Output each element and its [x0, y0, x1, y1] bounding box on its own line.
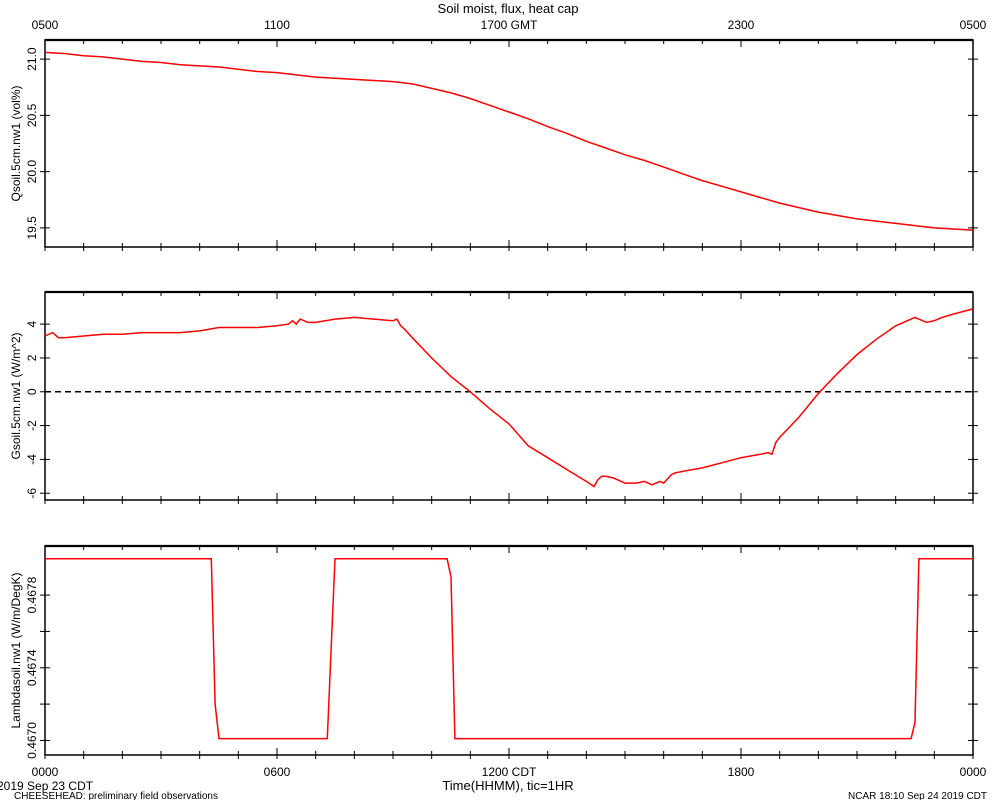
bottom-tick-label: 0000 — [960, 765, 987, 779]
y-axis-label: Qsoil.5cm.nw1 (vol%) — [9, 85, 23, 201]
y-axis-label: Gsoil.5cm.nw1 (W/m^2) — [9, 333, 23, 460]
y-tick-label: 0.4670 — [25, 722, 39, 759]
x-axis-label: Time(HHMM), tic=1HR — [442, 778, 573, 793]
top-tick-label: 1100 — [264, 18, 290, 32]
series-line — [44, 308, 974, 488]
series-line — [44, 51, 974, 231]
y-tick-label: 0.4674 — [25, 649, 39, 686]
footer-project: CHEESEHEAD: preliminary field observatio… — [14, 791, 218, 800]
y-tick-label: -4 — [25, 454, 39, 465]
y-tick-label: 20.0 — [25, 160, 39, 184]
panel-frame — [44, 291, 974, 501]
top-tick-label: 0500 — [32, 18, 59, 32]
series-line — [45, 557, 973, 740]
footer-date: 2019 Sep 23 CDT — [0, 779, 94, 793]
bottom-tick-label: 1800 — [728, 765, 755, 779]
y-tick-label: 2 — [25, 354, 39, 361]
y-tick-label: 0 — [25, 388, 39, 395]
y-tick-label: 19.5 — [25, 216, 39, 240]
footer-stamp: NCAR 18:10 Sep 24 2019 CDT — [848, 791, 987, 800]
bottom-tick-label: 1200 CDT — [482, 765, 537, 779]
y-tick-label: 20.5 — [25, 103, 39, 127]
top-tick-label: 2300 — [728, 18, 755, 32]
bottom-tick-label: 0000 — [32, 765, 59, 779]
bottom-tick-label: 0600 — [264, 765, 291, 779]
panel-frame — [44, 39, 974, 248]
panel-frame — [44, 545, 974, 756]
y-tick-label: 21.0 — [25, 47, 39, 71]
y-axis-label: Lambdasoil.nw1 (W/m/DegK) — [9, 572, 23, 728]
chart-title: Soil moist, flux, heat cap — [438, 1, 579, 16]
y-tick-label: -2 — [25, 420, 39, 431]
top-tick-label: 0500 — [960, 18, 987, 32]
y-tick-label: -6 — [25, 488, 39, 499]
y-tick-label: 4 — [25, 320, 39, 327]
top-time-axis: 0500 1100 1700 GMT 2300 0500 — [32, 18, 987, 32]
top-tick-label: 1700 GMT — [481, 18, 538, 32]
y-tick-label: 0.4678 — [25, 576, 39, 613]
bottom-time-axis: 0000 0600 1200 CDT 1800 0000 — [32, 765, 987, 779]
